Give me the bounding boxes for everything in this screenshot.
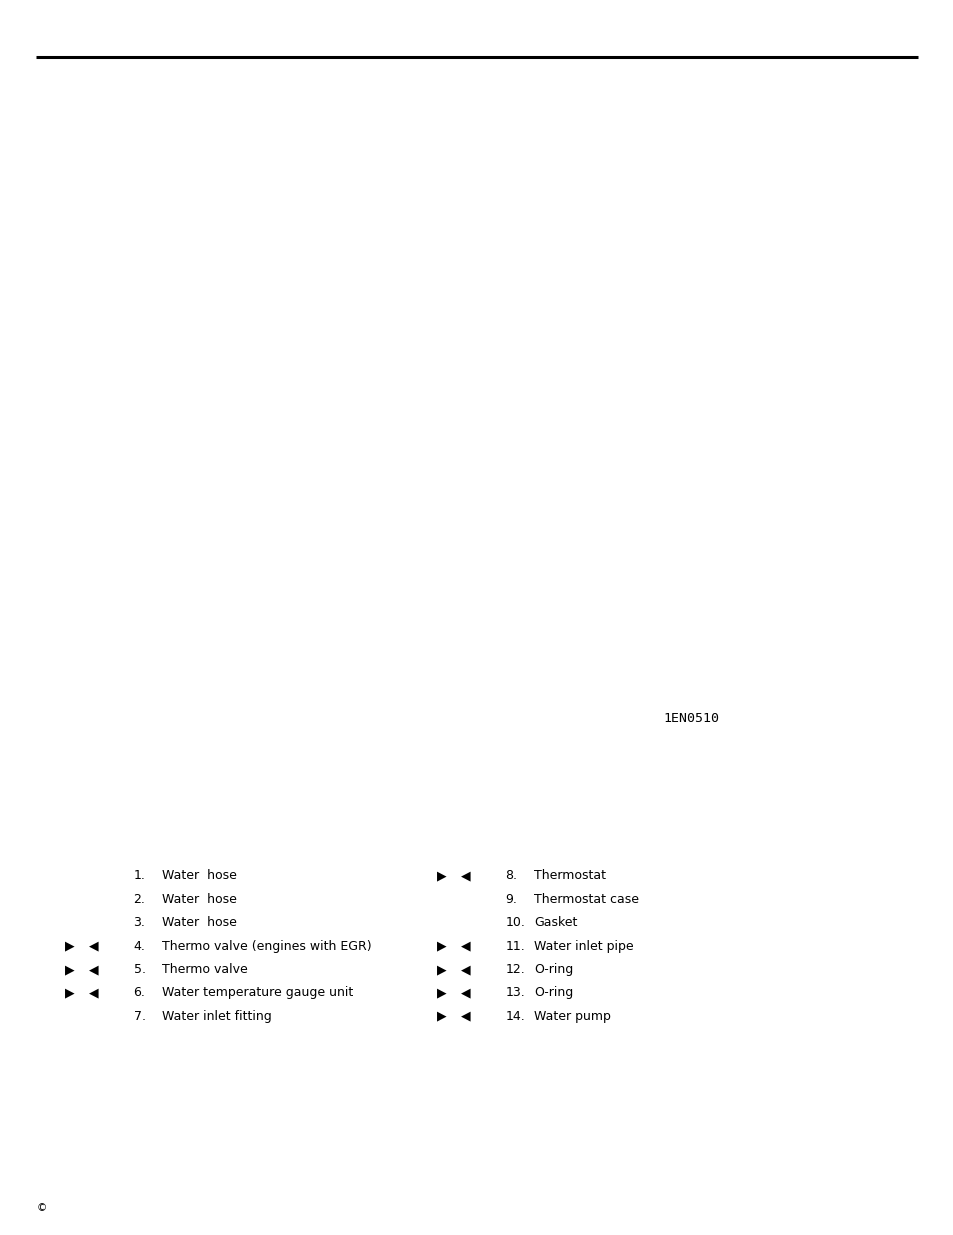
Text: ◀: ◀ — [89, 987, 98, 999]
Text: 3.: 3. — [133, 916, 145, 929]
Text: 13.: 13. — [505, 987, 525, 999]
Text: ◀: ◀ — [460, 1010, 470, 1023]
Text: ▶: ▶ — [436, 1010, 446, 1023]
Text: 4.: 4. — [133, 940, 145, 952]
Text: Gasket: Gasket — [534, 916, 577, 929]
Text: 14.: 14. — [505, 1010, 525, 1023]
Text: Water  hose: Water hose — [162, 916, 236, 929]
Text: 2.: 2. — [133, 893, 145, 905]
Text: O-ring: O-ring — [534, 963, 573, 976]
Text: Thermo valve: Thermo valve — [162, 963, 248, 976]
Text: ▶: ▶ — [65, 987, 74, 999]
Text: Water temperature gauge unit: Water temperature gauge unit — [162, 987, 353, 999]
Text: ◀: ◀ — [89, 940, 98, 952]
Text: ◀: ◀ — [460, 869, 470, 882]
Text: Water pump: Water pump — [534, 1010, 611, 1023]
Text: ▶: ▶ — [65, 940, 74, 952]
Text: ▶: ▶ — [436, 987, 446, 999]
Text: Water  hose: Water hose — [162, 893, 236, 905]
Text: Thermostat: Thermostat — [534, 869, 605, 882]
Text: 6.: 6. — [133, 987, 145, 999]
Text: Thermostat case: Thermostat case — [534, 893, 639, 905]
Text: ▶: ▶ — [65, 963, 74, 976]
Text: ◀: ◀ — [89, 963, 98, 976]
Text: ©: © — [36, 1203, 47, 1213]
Text: Water  hose: Water hose — [162, 869, 236, 882]
Text: 1.: 1. — [133, 869, 145, 882]
Text: 10.: 10. — [505, 916, 525, 929]
Text: ◀: ◀ — [460, 987, 470, 999]
Text: 7.: 7. — [133, 1010, 146, 1023]
Text: Thermo valve (engines with EGR): Thermo valve (engines with EGR) — [162, 940, 372, 952]
Text: ▶: ▶ — [436, 963, 446, 976]
Text: O-ring: O-ring — [534, 987, 573, 999]
Text: 9.: 9. — [505, 893, 517, 905]
Text: Water inlet pipe: Water inlet pipe — [534, 940, 633, 952]
Text: ◀: ◀ — [460, 963, 470, 976]
Text: ▶: ▶ — [436, 869, 446, 882]
Text: 1EN0510: 1EN0510 — [662, 713, 719, 725]
Text: Water inlet fitting: Water inlet fitting — [162, 1010, 272, 1023]
Text: ▶: ▶ — [436, 940, 446, 952]
Text: 8.: 8. — [505, 869, 517, 882]
Text: 5.: 5. — [133, 963, 146, 976]
Text: 11.: 11. — [505, 940, 525, 952]
Text: ◀: ◀ — [460, 940, 470, 952]
Text: 12.: 12. — [505, 963, 525, 976]
